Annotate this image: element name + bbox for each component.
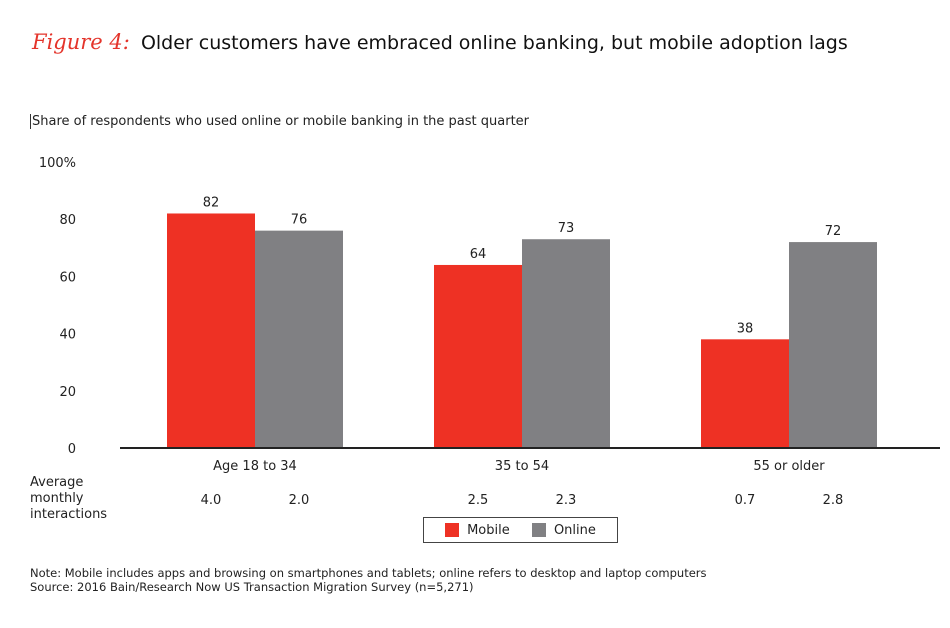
y-tick-label: 100% [39, 156, 76, 171]
figure-label: Figure 4: [32, 30, 130, 54]
figure-heading: Figure 4: Older customers have embraced … [32, 30, 848, 54]
bar-value-label: 38 [737, 321, 754, 336]
legend-swatch-mobile [445, 523, 460, 537]
x-category-label: 35 to 54 [495, 459, 549, 474]
note-text: Note: Mobile includes apps and browsing … [30, 566, 707, 580]
x-category-label: 55 or older [753, 459, 825, 474]
source-text: Source: 2016 Bain/Research Now US Transa… [30, 580, 474, 594]
bar-value-label: 73 [558, 221, 575, 236]
bar-mobile [701, 339, 789, 448]
bar-value-label: 76 [291, 213, 308, 228]
legend-item-online: Online [531, 522, 596, 538]
y-tick-label: 60 [59, 270, 76, 285]
chart-legend: Mobile Online [423, 517, 618, 543]
interaction-value-mobile: 2.5 [468, 493, 489, 508]
legend-label-mobile: Mobile [467, 522, 510, 538]
y-tick-label: 80 [59, 213, 76, 228]
y-tick-label: 20 [59, 385, 76, 400]
legend-label-online: Online [553, 522, 596, 538]
interaction-value-online: 2.8 [823, 493, 844, 508]
bar-value-label: 72 [825, 224, 842, 239]
legend-swatch-online [531, 523, 546, 537]
interaction-value-online: 2.0 [289, 493, 310, 508]
chart-subtitle: Share of respondents who used online or … [30, 114, 530, 129]
y-tick-label: 40 [59, 328, 76, 343]
bar-online [789, 242, 877, 448]
x-category-label: Age 18 to 34 [213, 459, 297, 474]
bar-value-label: 64 [470, 247, 487, 262]
bar-value-label: 82 [203, 195, 220, 210]
bar-mobile [167, 213, 255, 448]
interaction-value-mobile: 0.7 [735, 493, 756, 508]
interactions-label-line1: Average monthly [30, 475, 84, 506]
bar-mobile [434, 264, 522, 448]
legend-item-mobile: Mobile [445, 523, 510, 538]
y-tick-label: 0 [68, 442, 76, 457]
bar-online [522, 239, 610, 448]
interaction-value-online: 2.3 [556, 493, 577, 508]
interactions-label: Average monthly interactions [30, 475, 140, 523]
interaction-value-mobile: 4.0 [201, 493, 222, 508]
interactions-label-line2: interactions [30, 507, 108, 522]
chart-notes: Note: Mobile includes apps and browsing … [30, 566, 707, 594]
figure-title: Older customers have embraced online ban… [140, 32, 848, 54]
bar-online [255, 230, 343, 448]
